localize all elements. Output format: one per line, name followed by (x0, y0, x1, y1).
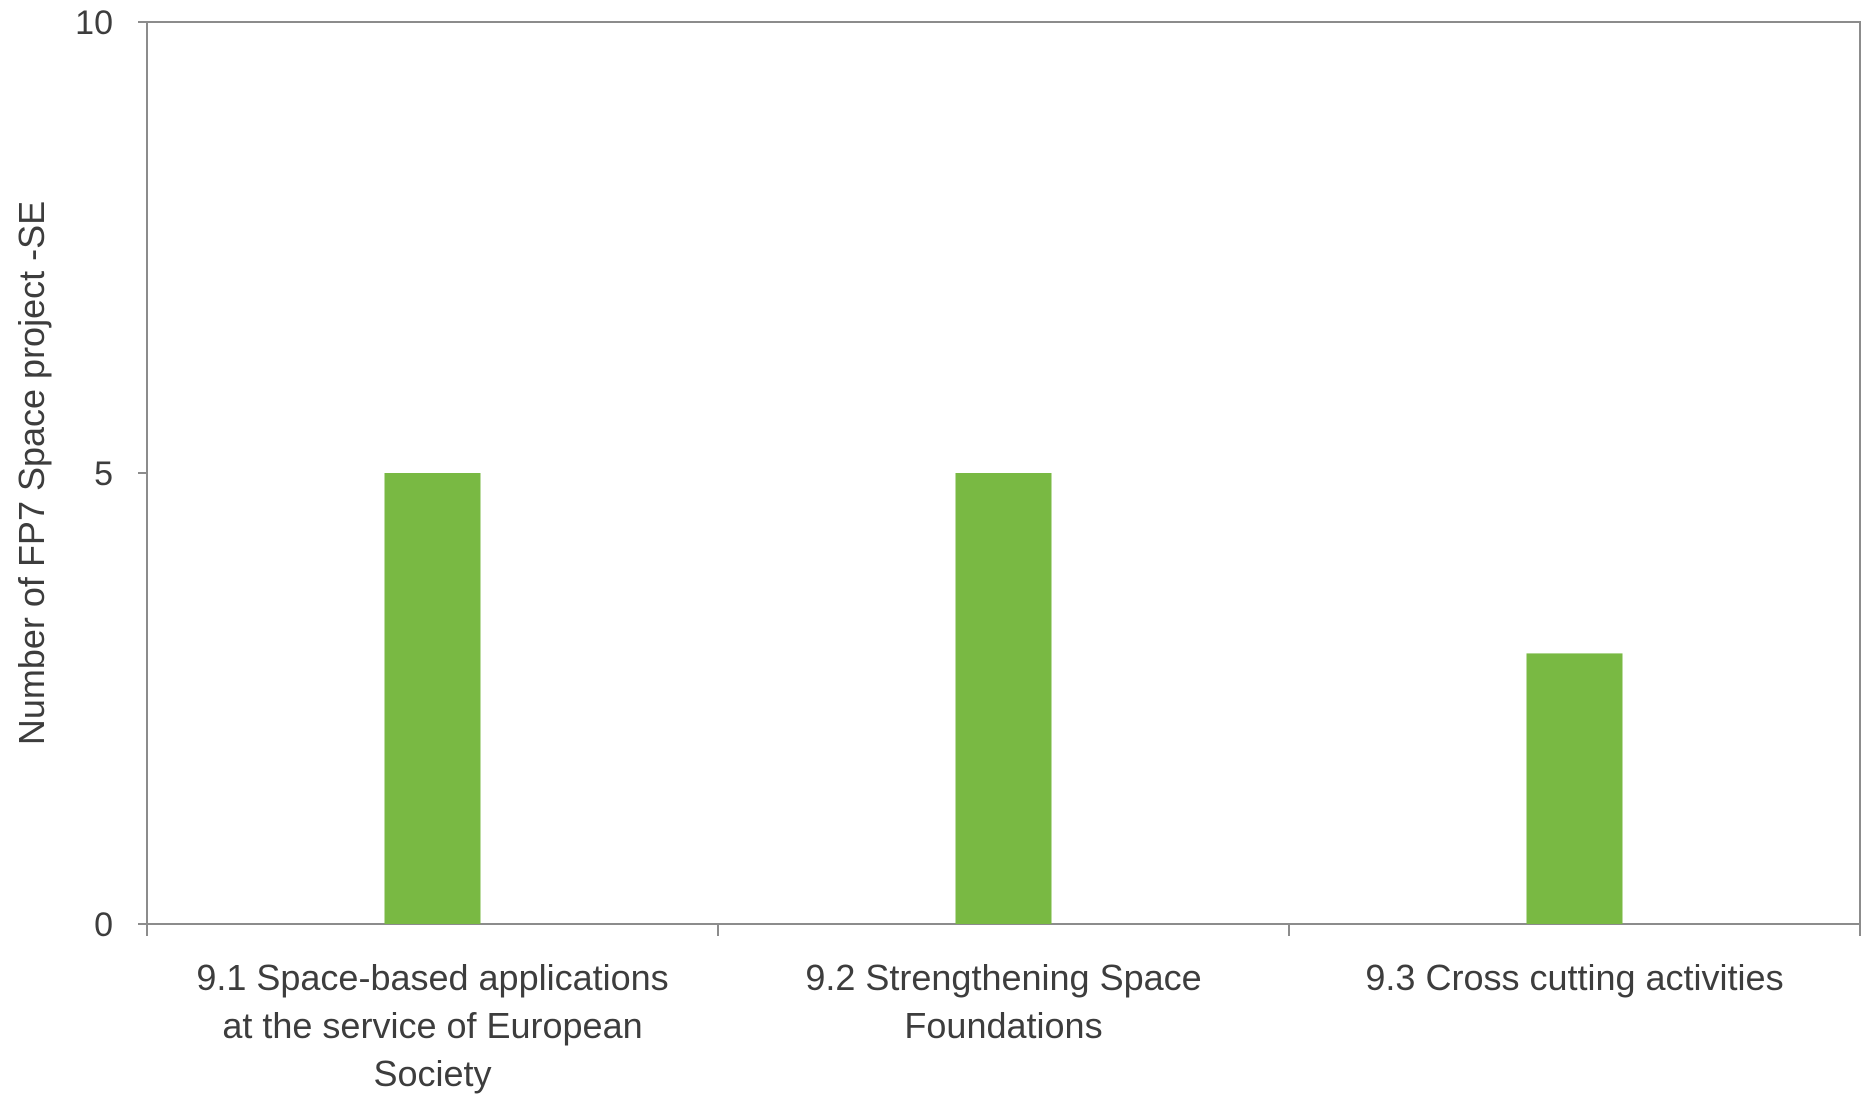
x-category-label: 9.2 Strengthening Space (805, 957, 1201, 998)
x-category-label: Society (373, 1053, 491, 1094)
y-tick-label: 0 (94, 906, 113, 944)
y-axis-ticks: 0 5 10 (75, 4, 147, 944)
y-axis-title: Number of FP7 Space project -SE (11, 201, 52, 745)
bars (384, 473, 1623, 924)
bar-1 (384, 473, 481, 924)
bar-3 (1526, 653, 1623, 924)
y-tick-label: 10 (75, 4, 113, 42)
bar-2 (955, 473, 1052, 924)
category-labels: 9.1 Space-based applications at the servi… (196, 957, 1783, 1094)
x-category-label: at the service of European (222, 1005, 642, 1046)
x-category-label: Foundations (904, 1005, 1102, 1046)
x-category-label: 9.3 Cross cutting activities (1365, 957, 1783, 998)
x-category-label: 9.1 Space-based applications (196, 957, 668, 998)
y-tick-label: 5 (94, 455, 113, 493)
x-axis-ticks (146, 924, 1861, 936)
